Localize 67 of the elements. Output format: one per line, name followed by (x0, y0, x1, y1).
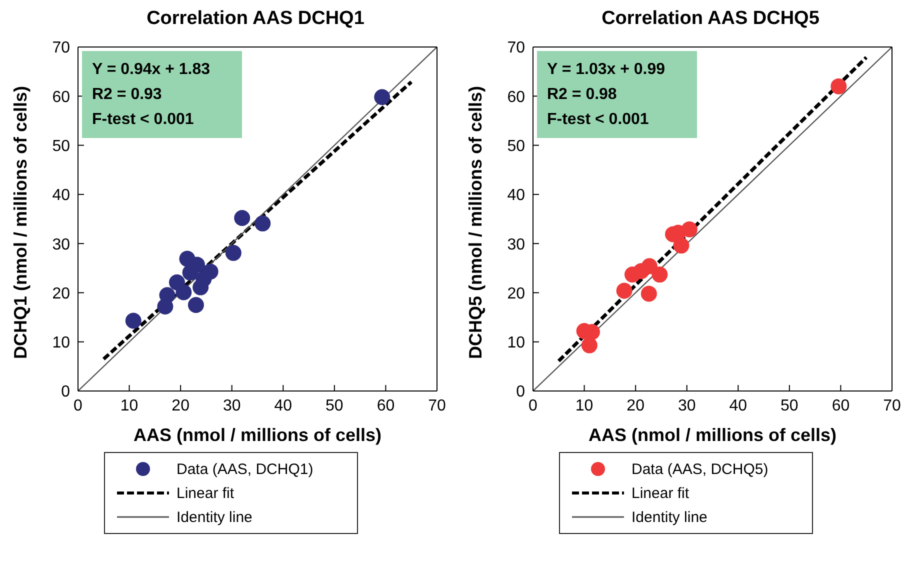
y-tick-label: 10 (52, 334, 70, 352)
legend-label: Data (AAS, DCHQ5) (632, 460, 768, 478)
y-axis-title: DCHQ1 (nmol / millions of cells) (10, 86, 30, 359)
y-tick-label: 30 (507, 236, 526, 254)
y-tick-label: 70 (52, 40, 70, 57)
point (254, 215, 271, 232)
x-tick-label: 30 (678, 397, 696, 414)
point (652, 266, 668, 283)
chart-title: Correlation AAS DCHQ1 (146, 8, 366, 31)
x-tick-label: 40 (274, 397, 292, 414)
point (830, 78, 847, 94)
y-tick-label: 20 (52, 285, 70, 302)
point (182, 264, 198, 281)
point (225, 244, 242, 261)
x-axis-title: AAS (nmol / millions of cells) (133, 425, 382, 445)
y-tick-label: 50 (507, 138, 526, 155)
x-tick-label: 20 (626, 397, 645, 414)
x-tick-label: 40 (729, 397, 748, 414)
legend-label: Data (AAS, DCHQ1) (176, 460, 314, 478)
point (641, 258, 658, 274)
y-tick-label: 0 (516, 384, 526, 401)
legend-label: Identity line (176, 508, 252, 526)
point (673, 238, 690, 254)
annotation: R2 = 0.93 (92, 85, 163, 105)
legend-label: Linear fit (632, 484, 690, 502)
x-tick-label: 50 (326, 397, 344, 414)
legend-label: Identity line (632, 508, 708, 526)
x-tick-label: 10 (575, 397, 594, 414)
x-tick-label: 10 (120, 397, 138, 414)
y-tick-label: 70 (507, 40, 526, 57)
point (616, 282, 632, 299)
annotation: Y = 1.03x + 0.99 (547, 60, 666, 80)
point (640, 286, 657, 302)
x-tick-label: 70 (428, 397, 446, 414)
chart-title: Correlation AAS DCHQ5 (600, 8, 820, 31)
point (234, 210, 250, 226)
point (581, 337, 598, 354)
y-tick-label: 50 (52, 138, 70, 155)
y-tick-label: 30 (52, 236, 70, 254)
x-tick-label: 70 (883, 397, 901, 414)
y-axis-title: DCHQ5 (nmol / millions of cells) (465, 86, 486, 359)
annotation: R2 = 0.98 (547, 85, 618, 105)
point (374, 89, 390, 106)
y-tick-label: 40 (52, 187, 70, 204)
point (188, 297, 204, 313)
x-tick-label: 0 (74, 397, 83, 414)
x-tick-label: 50 (780, 397, 798, 414)
x-tick-label: 60 (376, 397, 395, 414)
y-tick-label: 60 (52, 88, 70, 106)
y-tick-label: 60 (507, 88, 526, 106)
annotation: Y = 0.94x + 1.83 (92, 60, 212, 80)
y-tick-label: 0 (61, 384, 70, 401)
y-tick-label: 20 (507, 285, 526, 302)
y-tick-label: 10 (507, 334, 526, 352)
point (176, 284, 192, 300)
point (125, 312, 142, 329)
x-tick-label: 20 (172, 397, 190, 414)
x-axis-title: AAS (nmol / millions of cells) (588, 425, 837, 445)
point (192, 279, 209, 296)
y-tick-label: 40 (507, 187, 526, 204)
point (157, 298, 174, 314)
x-tick-label: 30 (222, 397, 241, 414)
legend-label: Linear fit (176, 484, 234, 502)
annotation: F-test < 0.001 (92, 110, 195, 130)
annotation: F-test < 0.001 (547, 110, 650, 130)
x-tick-label: 0 (528, 397, 538, 414)
x-tick-label: 60 (832, 397, 850, 414)
